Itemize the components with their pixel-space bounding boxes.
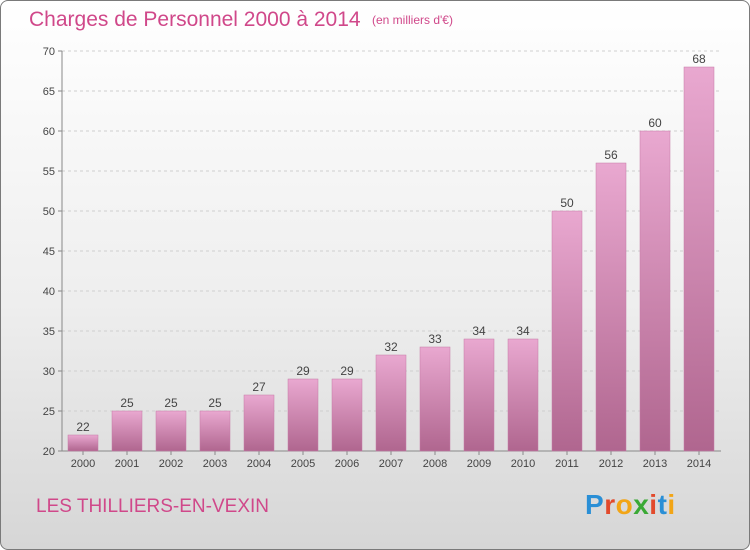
bar-2005 bbox=[287, 378, 319, 452]
y-tick-label: 65 bbox=[43, 86, 55, 98]
y-tick-labels: 20 25 30 35 40 45 50 55 60 65 70 bbox=[43, 46, 55, 458]
value-label-2011: 50 bbox=[560, 196, 574, 210]
bar-2004 bbox=[243, 394, 275, 452]
x-tick-label-2003: 2003 bbox=[203, 458, 227, 470]
y-tick-label: 25 bbox=[43, 406, 55, 418]
chart-subtitle: (en milliers d'€) bbox=[372, 13, 453, 27]
value-labels: 22 25 25 25 27 29 29 32 33 34 34 50 56 60 68 bbox=[76, 52, 706, 434]
bars bbox=[67, 66, 715, 452]
logo-letter: o bbox=[615, 489, 634, 520]
logo-letter: i bbox=[649, 489, 658, 520]
bar-2008 bbox=[419, 346, 451, 452]
bar-2009 bbox=[463, 338, 495, 452]
y-tick-label: 45 bbox=[43, 246, 55, 258]
y-tick-label: 60 bbox=[43, 126, 55, 138]
value-label-2010: 34 bbox=[516, 324, 530, 338]
bar-2002 bbox=[155, 410, 187, 452]
value-label-2012: 56 bbox=[604, 148, 618, 162]
x-tick-label-2005: 2005 bbox=[291, 458, 315, 470]
value-label-2007: 32 bbox=[384, 340, 398, 354]
bar-2006 bbox=[331, 378, 363, 452]
bar-2012 bbox=[595, 162, 627, 452]
value-label-2006: 29 bbox=[340, 364, 354, 378]
x-tick-label-2004: 2004 bbox=[247, 458, 271, 470]
commune-name: LES THILLIERS-EN-VEXIN bbox=[36, 496, 270, 517]
bar-2007 bbox=[375, 354, 407, 452]
value-label-2000: 22 bbox=[76, 420, 90, 434]
bar-2014 bbox=[683, 66, 715, 452]
value-label-2009: 34 bbox=[472, 324, 486, 338]
chart-title: Charges de Personnel 2000 à 2014 bbox=[29, 8, 361, 31]
value-label-2014: 68 bbox=[692, 52, 706, 66]
y-tick-label: 70 bbox=[43, 46, 55, 58]
value-label-2003: 25 bbox=[208, 396, 222, 410]
logo-letter: x bbox=[633, 489, 650, 520]
x-tick-label-2002: 2002 bbox=[159, 458, 183, 470]
y-tick-label: 55 bbox=[43, 166, 55, 178]
x-tick-label-2000: 2000 bbox=[71, 458, 95, 470]
logo-letter: r bbox=[604, 489, 616, 520]
logo-letter: i bbox=[667, 489, 676, 520]
y-tick-label: 35 bbox=[43, 326, 55, 338]
x-tick-label-2012: 2012 bbox=[599, 458, 623, 470]
x-tick-label-2007: 2007 bbox=[379, 458, 403, 470]
value-label-2002: 25 bbox=[164, 396, 178, 410]
x-tick-label-2001: 2001 bbox=[115, 458, 139, 470]
value-label-2004: 27 bbox=[252, 380, 266, 394]
value-label-2005: 29 bbox=[296, 364, 310, 378]
value-label-2001: 25 bbox=[120, 396, 134, 410]
bar-2001 bbox=[111, 410, 143, 452]
logo-letter: t bbox=[657, 489, 668, 520]
x-tick-label-2013: 2013 bbox=[643, 458, 667, 470]
x-tick-label-2011: 2011 bbox=[555, 458, 579, 470]
x-tick-label-2006: 2006 bbox=[335, 458, 359, 470]
bar-2000 bbox=[67, 434, 99, 452]
x-tick-label-2008: 2008 bbox=[423, 458, 447, 470]
y-tick-label: 30 bbox=[43, 366, 55, 378]
proxiti-logo[interactable]: Proxiti bbox=[585, 489, 676, 521]
bar-2013 bbox=[639, 130, 671, 452]
x-tick-label-2010: 2010 bbox=[511, 458, 535, 470]
bar-2010 bbox=[507, 338, 539, 452]
x-tick-labels: 2000 2001 2002 2003 2004 2005 2006 2007 2008 2009… bbox=[71, 458, 711, 470]
y-tick-label: 40 bbox=[43, 286, 55, 298]
value-label-2013: 60 bbox=[648, 116, 662, 130]
y-tick-label: 20 bbox=[43, 446, 55, 458]
x-tick-label-2014: 2014 bbox=[687, 458, 711, 470]
y-tick-label: 50 bbox=[43, 206, 55, 218]
x-tick-label-2009: 2009 bbox=[467, 458, 491, 470]
bar-2003 bbox=[199, 410, 231, 452]
logo-letter: P bbox=[585, 489, 605, 520]
bar-2011 bbox=[551, 210, 583, 452]
value-label-2008: 33 bbox=[428, 332, 442, 346]
